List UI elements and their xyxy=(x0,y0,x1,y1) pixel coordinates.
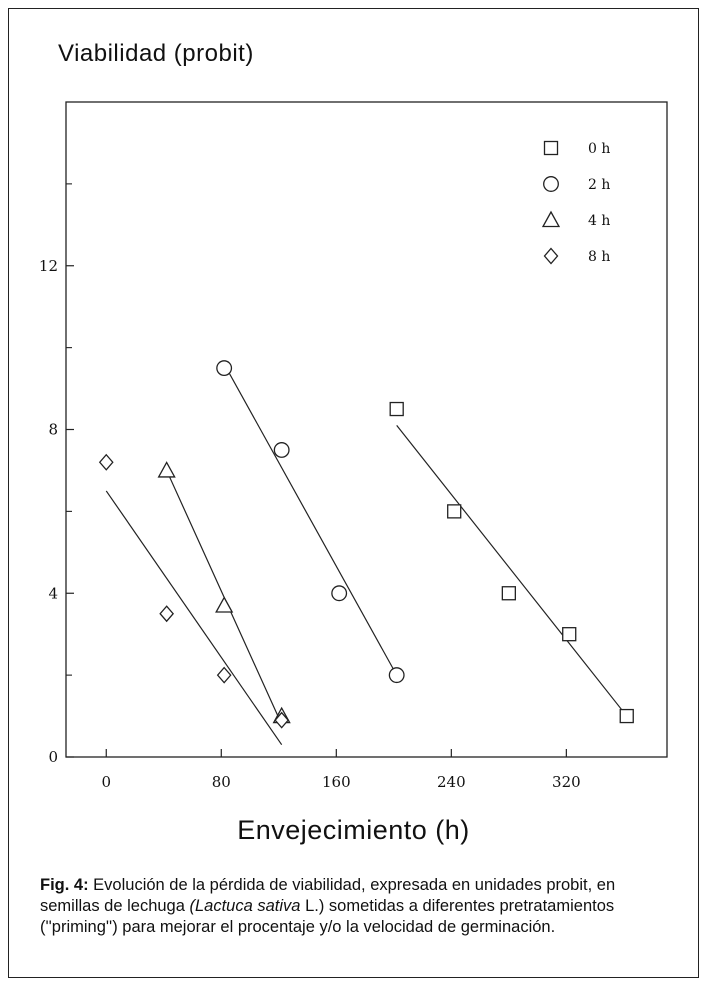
legend-marker-diamond xyxy=(543,247,559,265)
legend-marker-circle xyxy=(543,176,559,192)
figure-frame xyxy=(8,8,699,978)
data-point-circle xyxy=(388,667,405,684)
legend-label: 0 h xyxy=(588,141,610,157)
caption-species: (Lactuca sativa xyxy=(189,897,301,915)
y-axis-label: Viabilidad (probit) xyxy=(58,40,254,67)
figure-caption: Fig. 4: Evolución de la pérdida de viabi… xyxy=(40,875,670,938)
y-tick-label: 12 xyxy=(39,257,58,275)
data-point-diamond xyxy=(98,453,114,471)
data-point-triangle xyxy=(157,461,176,478)
legend-label: 8 h xyxy=(588,249,610,265)
y-tick-label: 0 xyxy=(48,748,58,766)
x-tick-label: 240 xyxy=(437,773,466,791)
data-point-diamond xyxy=(159,605,175,623)
data-points xyxy=(98,360,634,729)
axes: 0 4 8 12 0 80 160 240 320 xyxy=(39,101,668,791)
data-point-circle xyxy=(273,442,290,458)
data-point-square xyxy=(447,504,462,519)
legend-marker-triangle xyxy=(541,210,561,228)
fit-line-square xyxy=(396,425,628,717)
caption-label: Fig. 4: xyxy=(40,876,89,894)
data-point-diamond xyxy=(216,666,232,684)
data-point-square xyxy=(501,586,516,601)
caption-text-before: Evolución de la pérdida de viabilidad, e… xyxy=(40,876,616,915)
caption-text-after: L.) sometidas a diferentes pretratamient… xyxy=(40,897,615,936)
fit-line-circle xyxy=(223,363,398,676)
data-point-square xyxy=(389,401,404,417)
legend: 0 h 2 h 4 h 8 h xyxy=(541,140,610,265)
x-axis-label: Envejecimiento (h) xyxy=(237,815,470,845)
plot-area-border xyxy=(65,101,668,758)
y-tick-label: 8 xyxy=(48,421,58,439)
y-tick-label: 4 xyxy=(48,584,58,602)
data-point-diamond xyxy=(274,711,290,729)
x-tick-label: 320 xyxy=(552,773,581,791)
legend-marker-square xyxy=(543,140,559,156)
legend-label: 2 h xyxy=(588,177,610,193)
legend-label: 4 h xyxy=(588,213,610,229)
data-point-square xyxy=(619,708,634,724)
fit-line-diamond xyxy=(105,490,283,746)
data-point-triangle xyxy=(215,596,234,613)
data-point-circle xyxy=(216,360,233,377)
data-point-square xyxy=(562,627,577,642)
data-point-circle xyxy=(331,585,348,602)
fit-lines xyxy=(105,363,628,746)
x-tick-label: 80 xyxy=(212,773,231,791)
x-tick-label: 0 xyxy=(101,773,111,791)
x-tick-label: 160 xyxy=(322,773,351,791)
